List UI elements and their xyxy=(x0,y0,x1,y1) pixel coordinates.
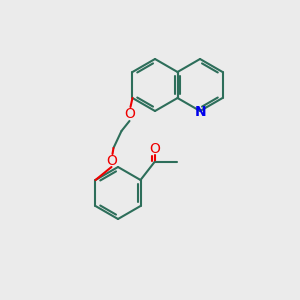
Text: O: O xyxy=(149,142,160,156)
Text: O: O xyxy=(106,154,117,168)
Text: N: N xyxy=(195,105,207,119)
Text: O: O xyxy=(124,107,135,121)
